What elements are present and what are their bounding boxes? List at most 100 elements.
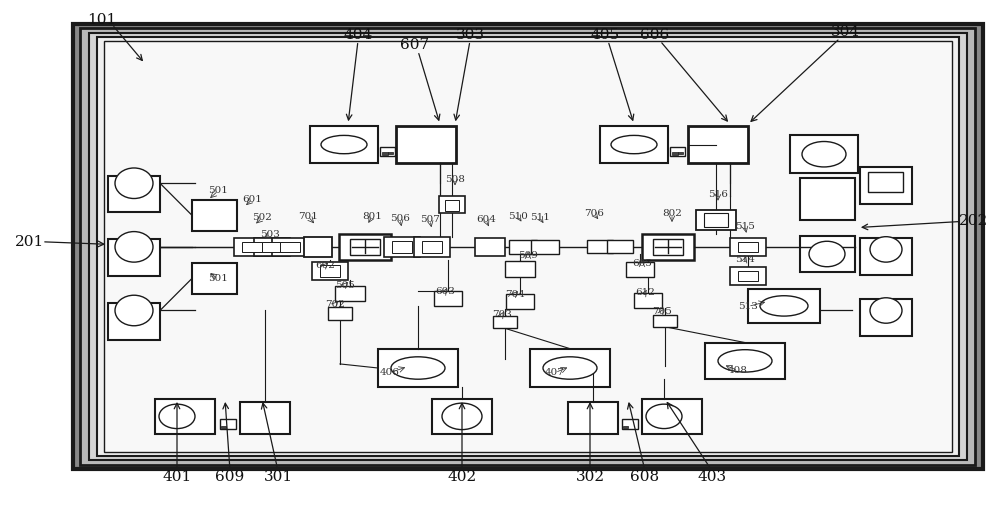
Bar bbox=[339, 234, 391, 260]
Ellipse shape bbox=[442, 403, 482, 430]
Text: 514: 514 bbox=[735, 255, 755, 264]
Text: 505: 505 bbox=[335, 280, 355, 290]
Bar bbox=[192, 263, 237, 294]
Bar bbox=[696, 210, 736, 230]
Text: 402: 402 bbox=[447, 470, 477, 485]
Text: 406: 406 bbox=[380, 368, 400, 377]
Bar bbox=[192, 200, 237, 231]
Bar bbox=[220, 419, 236, 429]
Text: 703: 703 bbox=[492, 310, 512, 319]
Bar bbox=[730, 267, 766, 285]
Text: 511: 511 bbox=[530, 213, 550, 222]
Bar bbox=[607, 240, 633, 253]
Ellipse shape bbox=[391, 357, 445, 379]
Ellipse shape bbox=[159, 404, 195, 429]
Bar bbox=[280, 242, 300, 252]
Text: 508: 508 bbox=[445, 175, 465, 184]
Text: 408: 408 bbox=[728, 366, 748, 375]
Bar bbox=[738, 271, 758, 281]
Text: 502: 502 bbox=[252, 213, 272, 222]
Bar bbox=[378, 349, 458, 387]
Text: 506: 506 bbox=[390, 214, 410, 223]
Text: 404: 404 bbox=[343, 27, 373, 42]
Bar bbox=[432, 399, 492, 434]
Bar bbox=[328, 307, 352, 320]
Bar bbox=[350, 239, 380, 254]
Ellipse shape bbox=[802, 142, 846, 167]
Bar bbox=[108, 239, 160, 276]
Bar bbox=[672, 152, 678, 155]
Text: 609: 609 bbox=[215, 470, 245, 485]
Text: 401: 401 bbox=[162, 470, 192, 485]
Text: 516: 516 bbox=[708, 190, 728, 199]
Bar bbox=[434, 291, 462, 306]
Ellipse shape bbox=[809, 241, 845, 267]
Ellipse shape bbox=[543, 357, 597, 379]
Ellipse shape bbox=[115, 232, 153, 262]
Ellipse shape bbox=[646, 404, 682, 429]
Text: 201: 201 bbox=[15, 235, 45, 249]
Bar bbox=[221, 426, 226, 428]
Bar bbox=[860, 238, 912, 275]
Text: 501: 501 bbox=[208, 274, 228, 284]
Text: 603: 603 bbox=[435, 287, 455, 296]
Text: 510: 510 bbox=[508, 212, 528, 221]
Bar bbox=[642, 399, 702, 434]
Text: 407: 407 bbox=[545, 368, 565, 377]
Text: 501: 501 bbox=[208, 186, 228, 195]
Bar bbox=[642, 234, 694, 260]
Text: 604: 604 bbox=[476, 215, 496, 224]
Bar bbox=[475, 238, 505, 256]
Text: 403: 403 bbox=[697, 470, 727, 485]
Bar bbox=[304, 237, 332, 257]
Ellipse shape bbox=[115, 295, 153, 326]
Text: 706: 706 bbox=[584, 209, 604, 218]
Bar bbox=[80, 28, 975, 465]
Bar bbox=[380, 147, 395, 156]
Bar bbox=[622, 419, 638, 429]
Text: 509: 509 bbox=[518, 251, 538, 260]
Bar bbox=[108, 176, 160, 212]
Bar bbox=[868, 172, 903, 192]
Bar bbox=[626, 262, 654, 277]
Bar bbox=[422, 241, 442, 253]
Text: 507: 507 bbox=[420, 215, 440, 224]
Text: 605: 605 bbox=[632, 259, 652, 268]
Bar bbox=[382, 152, 388, 155]
Text: 801: 801 bbox=[362, 212, 382, 221]
Ellipse shape bbox=[718, 350, 772, 372]
Bar bbox=[705, 343, 785, 379]
Text: 702: 702 bbox=[325, 300, 345, 309]
Bar bbox=[384, 237, 420, 257]
Text: 606: 606 bbox=[640, 27, 670, 42]
Bar bbox=[73, 24, 983, 469]
Bar bbox=[89, 33, 967, 460]
Bar bbox=[254, 238, 290, 256]
Bar bbox=[860, 167, 912, 204]
Bar bbox=[800, 236, 855, 272]
Bar bbox=[653, 239, 683, 254]
Bar bbox=[234, 238, 270, 256]
Bar bbox=[108, 303, 160, 340]
Bar bbox=[272, 238, 308, 256]
Bar bbox=[509, 240, 537, 254]
Bar bbox=[493, 316, 517, 328]
Bar bbox=[678, 152, 683, 154]
Ellipse shape bbox=[870, 298, 902, 323]
Ellipse shape bbox=[870, 237, 902, 262]
Ellipse shape bbox=[611, 135, 657, 154]
Bar bbox=[104, 41, 952, 452]
Text: 704: 704 bbox=[505, 290, 525, 299]
Bar bbox=[155, 399, 215, 434]
Bar bbox=[388, 152, 393, 154]
Bar bbox=[97, 37, 959, 456]
Text: 701: 701 bbox=[298, 212, 318, 221]
Bar bbox=[439, 196, 465, 213]
Text: 608: 608 bbox=[630, 470, 660, 485]
Text: 202: 202 bbox=[959, 214, 989, 229]
Bar bbox=[670, 147, 685, 156]
Text: 302: 302 bbox=[575, 470, 605, 485]
Text: 304: 304 bbox=[830, 25, 860, 39]
Bar bbox=[240, 402, 290, 434]
Bar bbox=[262, 242, 282, 252]
